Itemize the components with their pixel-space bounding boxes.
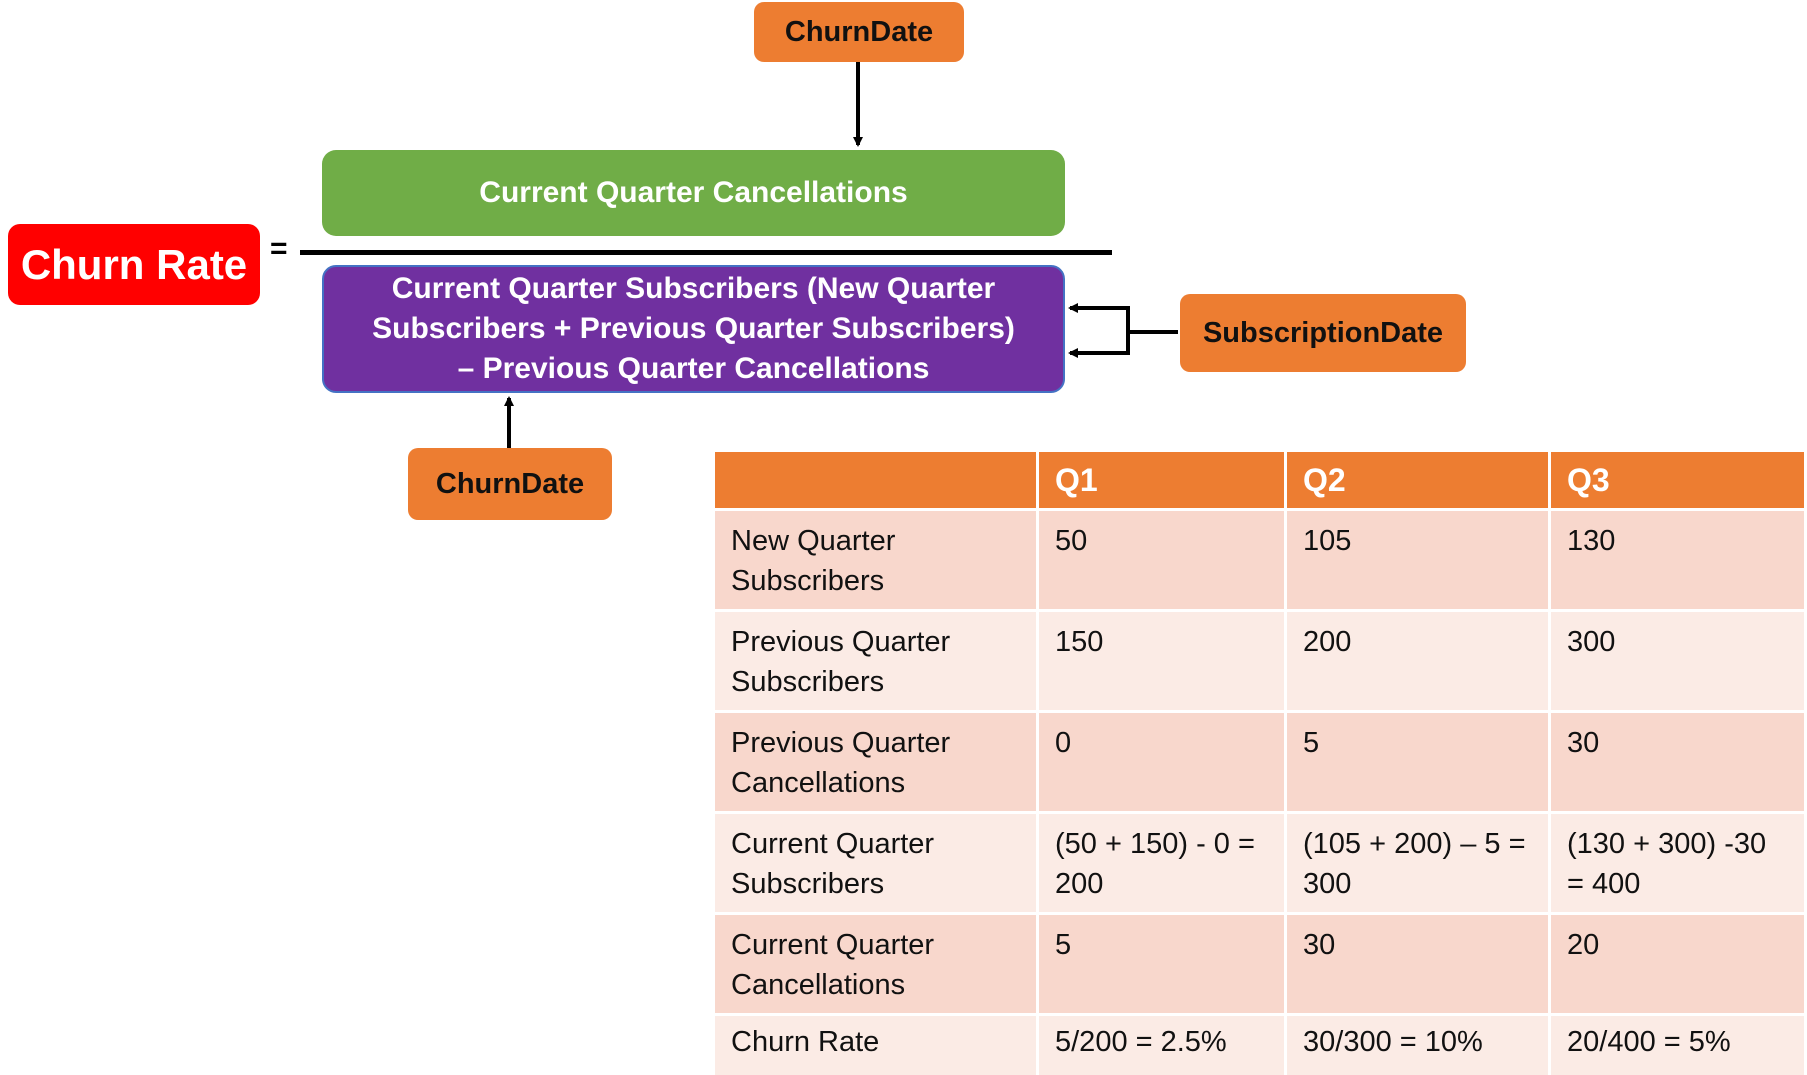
churn-calculation-table: Q1 Q2 Q3 New Quarter Subscribers 50 105 … <box>715 452 1804 1075</box>
cell-q1: 0 <box>1037 710 1287 813</box>
subscriptiondate-label: SubscriptionDate <box>1202 316 1444 349</box>
table-row: Current Quarter Cancellations 5 30 20 <box>715 912 1804 1015</box>
cell-q2: (105 + 200) – 5 = 300 <box>1285 811 1551 914</box>
cell-q2: 30/300 = 10% <box>1285 1013 1551 1075</box>
numerator-label: Current Quarter Cancellations <box>479 176 908 209</box>
cell-q1: 5/200 = 2.5% <box>1037 1013 1287 1075</box>
top-churndate-box: ChurnDate <box>754 2 964 62</box>
cell-q2: 105 <box>1285 508 1551 611</box>
denominator-box: Current Quarter Subscribers (New Quarter… <box>322 265 1065 393</box>
denominator-line-1: Current Quarter Subscribers (New Quarter <box>391 272 996 305</box>
table-header-row: Q1 Q2 Q3 <box>715 452 1804 510</box>
cell-q3: 30 <box>1549 710 1804 813</box>
churn-rate-box: Churn Rate <box>8 224 260 305</box>
row-label: New Quarter Subscribers <box>715 508 1039 611</box>
row-label: Previous Quarter Cancellations <box>715 710 1039 813</box>
subscriptiondate-box: SubscriptionDate <box>1180 294 1466 372</box>
row-label: Churn Rate <box>715 1013 1039 1075</box>
cell-q1: 150 <box>1037 609 1287 712</box>
cell-q3: 20/400 = 5% <box>1549 1013 1804 1075</box>
fraction-bar <box>300 250 1112 255</box>
equals-sign: = <box>270 232 288 265</box>
cell-q1: (50 + 150) - 0 = 200 <box>1037 811 1287 914</box>
denominator-line-2: Subscribers + Previous Quarter Subscribe… <box>372 312 1015 345</box>
cell-q2: 5 <box>1285 710 1551 813</box>
denominator-line-3: – Previous Quarter Cancellations <box>457 352 930 385</box>
row-label: Current Quarter Cancellations <box>715 912 1039 1015</box>
cell-q2: 200 <box>1285 609 1551 712</box>
table-row: Current Quarter Subscribers (50 + 150) -… <box>715 811 1804 914</box>
numerator-box: Current Quarter Cancellations <box>322 150 1065 236</box>
cell-q3: 130 <box>1549 508 1804 611</box>
cell-q3: 20 <box>1549 912 1804 1015</box>
bottom-churndate-label: ChurnDate <box>435 467 585 500</box>
cell-q3: (130 + 300) -30 = 400 <box>1549 811 1804 914</box>
table-row: New Quarter Subscribers 50 105 130 <box>715 508 1804 611</box>
cell-q3: 300 <box>1549 609 1804 712</box>
table-row: Previous Quarter Cancellations 0 5 30 <box>715 710 1804 813</box>
row-label: Previous Quarter Subscribers <box>715 609 1039 712</box>
header-cell-q3: Q3 <box>1549 452 1804 510</box>
cell-q1: 5 <box>1037 912 1287 1015</box>
table-row: Churn Rate 5/200 = 2.5% 30/300 = 10% 20/… <box>715 1013 1804 1075</box>
header-cell-q1: Q1 <box>1037 452 1287 510</box>
bottom-churndate-box: ChurnDate <box>408 448 612 520</box>
row-label: Current Quarter Subscribers <box>715 811 1039 914</box>
cell-q2: 30 <box>1285 912 1551 1015</box>
table-row: Previous Quarter Subscribers 150 200 300 <box>715 609 1804 712</box>
cell-q1: 50 <box>1037 508 1287 611</box>
top-churndate-label: ChurnDate <box>784 15 934 48</box>
churn-rate-label: Churn Rate <box>20 240 248 288</box>
header-cell-q2: Q2 <box>1285 452 1551 510</box>
header-cell-blank <box>715 452 1039 510</box>
